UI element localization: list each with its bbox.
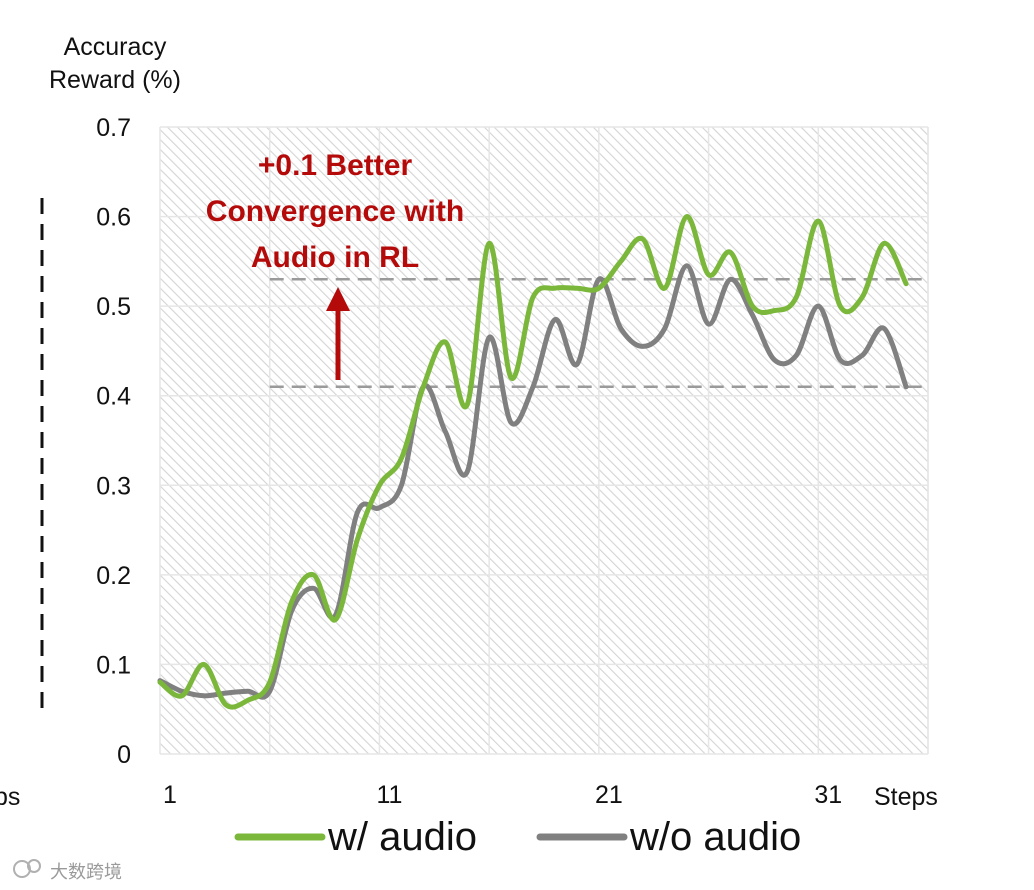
y-tick-labels: 0 0.1 0.2 0.3 0.4 0.5 0.6 0.7 bbox=[96, 114, 131, 769]
annotation-line-1: +0.1 Better bbox=[258, 149, 413, 182]
x-tick-label: 31 bbox=[814, 781, 842, 809]
y-tick-label: 0.5 bbox=[96, 293, 131, 321]
y-tick-label: 0.6 bbox=[96, 204, 131, 232]
legend-label-w-audio: w/ audio bbox=[327, 815, 477, 859]
x-axis-label: Steps bbox=[874, 783, 938, 811]
series-lines bbox=[157, 214, 909, 710]
annotation-line-3: Audio in RL bbox=[251, 241, 419, 274]
y-tick-label: 0.2 bbox=[96, 562, 131, 590]
y-tick-label: 0.3 bbox=[96, 472, 131, 500]
watermark-text: 大数跨境 bbox=[50, 862, 122, 882]
annotation-line-2: Convergence with bbox=[206, 195, 464, 228]
watermark: 大数跨境 bbox=[13, 859, 122, 882]
arrow-head-icon bbox=[326, 287, 350, 311]
x-tick-label: 21 bbox=[595, 781, 623, 809]
watermark-logo-icon bbox=[13, 860, 31, 878]
plot-area bbox=[160, 127, 928, 754]
annotation-arrow bbox=[326, 287, 350, 380]
series-line-w-audio bbox=[157, 214, 909, 710]
y-axis-label-line-1: Accuracy bbox=[64, 33, 167, 61]
x-tick-labels: 1 11 21 31 bbox=[163, 781, 842, 809]
series-line-wo-audio bbox=[157, 263, 909, 700]
y-tick-label: 0.4 bbox=[96, 383, 131, 411]
y-tick-label: 0 bbox=[117, 741, 131, 769]
y-tick-label: 0.1 bbox=[96, 651, 131, 679]
legend-label-wo-audio: w/o audio bbox=[629, 815, 801, 859]
left-edge-text-fragment: ps bbox=[0, 783, 20, 811]
gridlines bbox=[159, 126, 929, 755]
x-tick-label: 11 bbox=[376, 781, 402, 809]
y-tick-label: 0.7 bbox=[96, 114, 131, 142]
x-tick-label: 1 bbox=[163, 781, 177, 809]
y-axis-label-line-2: Reward (%) bbox=[49, 66, 181, 94]
legend: w/ audio w/o audio bbox=[234, 815, 801, 859]
